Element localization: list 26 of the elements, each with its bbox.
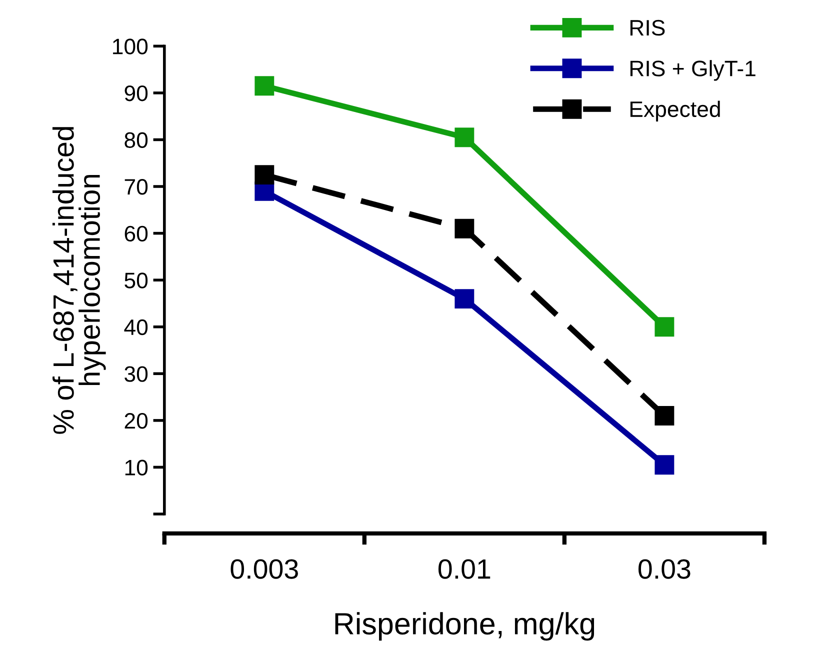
point (654, 455, 674, 475)
y-tick-label: 20 (124, 412, 148, 429)
point (454, 128, 474, 148)
x-tick-label: 0.003 (230, 559, 298, 579)
point (654, 406, 674, 426)
y-tick-label: 50 (124, 272, 148, 288)
x-tick-label: 0.03 (638, 559, 690, 579)
point (454, 218, 474, 238)
y-tick-label: 70 (124, 179, 148, 195)
point (254, 76, 274, 96)
y-tick-label: 30 (124, 366, 148, 382)
legend-label: RIS + GlyT-1 (630, 60, 756, 81)
x-axis-title: Risperidone, mg/kg (335, 612, 594, 641)
y-tick-label: 90 (124, 85, 148, 102)
y-tick-label: 100 (113, 38, 148, 54)
y-tick-label: 80 (124, 132, 148, 148)
legend-label: RIS (630, 20, 665, 36)
point (254, 165, 274, 185)
y-tick-label: 10 (125, 460, 148, 476)
y-tick-label: 40 (124, 319, 148, 336)
x-tick-label: 0.01 (438, 559, 490, 579)
point (454, 289, 474, 309)
legend-label: Expected (630, 100, 720, 122)
y-tick-label: 60 (124, 226, 148, 242)
y-axis-title: % of L-687,414-induced hyperlocomotion (52, 127, 106, 434)
point (654, 317, 674, 337)
